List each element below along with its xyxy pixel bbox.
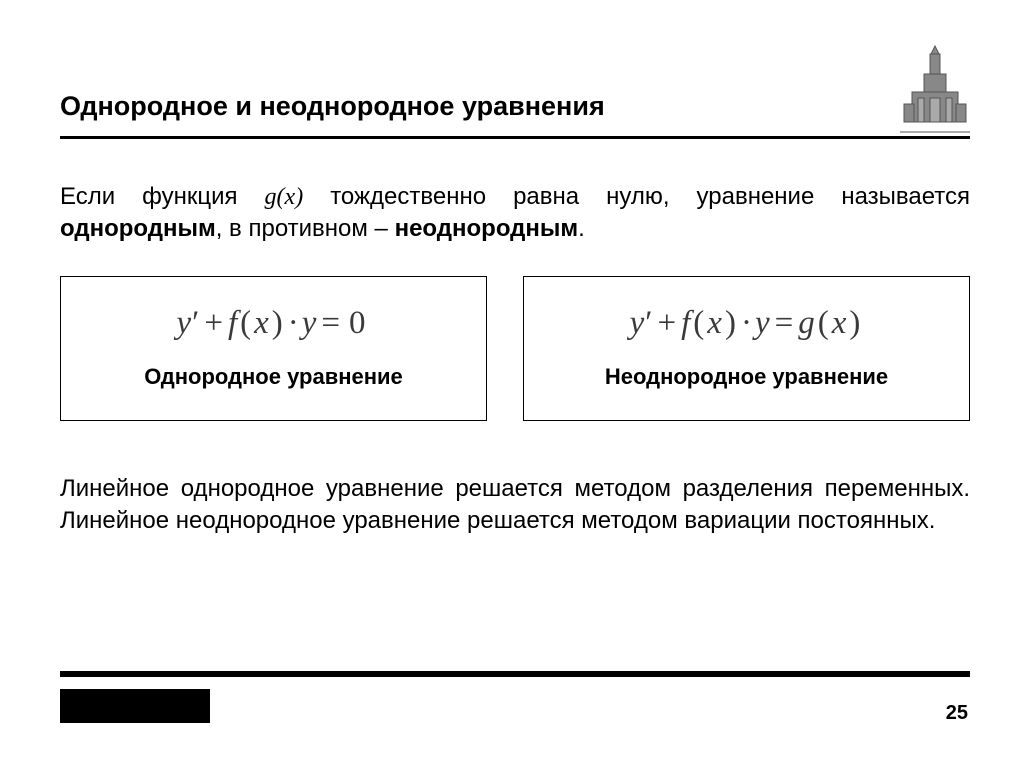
eq-paren: ) [270, 305, 286, 341]
page-number: 25 [946, 702, 968, 725]
eq-var: y [630, 305, 646, 341]
homogeneous-caption: Однородное уравнение [79, 364, 468, 390]
intro-bold-1: однородным [60, 215, 216, 242]
eq-op: + [653, 305, 681, 341]
eq-var: x [707, 305, 723, 341]
slide-title: Однородное и неоднородное уравнения [60, 91, 605, 134]
eq-paren: ( [691, 305, 707, 341]
intro-text: , в противном – [216, 215, 395, 242]
eq-paren: ( [816, 305, 832, 341]
university-logo-icon [900, 44, 970, 134]
eq-op: · [739, 305, 755, 341]
intro-bold-2: неоднородным [395, 215, 579, 242]
eq-var: y [302, 305, 318, 341]
intro-gx: g(x) [265, 184, 304, 210]
eq-var: f [228, 305, 238, 341]
eq-paren: ( [238, 305, 254, 341]
eq-var: x [832, 305, 848, 341]
footer-rule [60, 671, 970, 677]
eq-rhs: 0 [345, 305, 371, 341]
intro-paragraph: Если функция g(x) тождественно равна нул… [60, 181, 970, 246]
eq-op: · [286, 305, 302, 341]
eq-var: y [755, 305, 771, 341]
nonhomogeneous-caption: Неоднородное уравнение [542, 364, 951, 390]
eq-var: g [798, 305, 816, 341]
nonhomogeneous-box: y′+f(x)·y=g(x) Неоднородное уравнение [523, 276, 970, 421]
equation-boxes: y′+f(x)·y=0 Однородное уравнение y′+f(x)… [60, 276, 970, 421]
eq-paren: ) [847, 305, 863, 341]
eq-var: x [254, 305, 270, 341]
header: Однородное и неоднородное уравнения [60, 44, 970, 134]
intro-text: Если функция [60, 183, 265, 210]
slide: Однородное и неоднородное уравнения [0, 0, 1024, 767]
eq-paren: ) [723, 305, 739, 341]
eq-op: = [317, 305, 345, 341]
header-rule [60, 136, 970, 139]
footer-redaction-block [60, 689, 210, 723]
eq-op: = [771, 305, 799, 341]
intro-text: . [578, 215, 585, 242]
homogeneous-box: y′+f(x)·y=0 Однородное уравнение [60, 276, 487, 421]
eq-op: + [200, 305, 228, 341]
nonhomogeneous-equation: y′+f(x)·y=g(x) [542, 305, 951, 342]
eq-var: y [176, 305, 192, 341]
homogeneous-equation: y′+f(x)·y=0 [79, 305, 468, 342]
body-paragraph: Линейное однородное уравнение решается м… [60, 473, 970, 538]
eq-var: f [681, 305, 691, 341]
intro-text: тождественно равна нулю, уравнение назыв… [303, 183, 970, 210]
